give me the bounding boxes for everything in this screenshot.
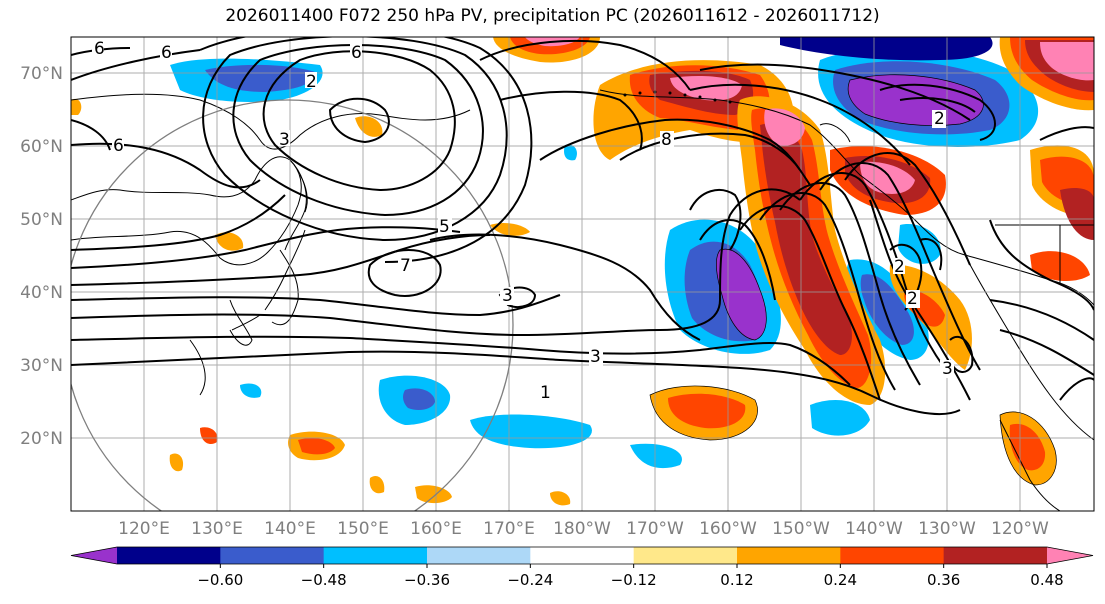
- colorbar-tick-label: −0.12: [611, 571, 657, 589]
- colorbar-tick-label: −0.24: [507, 571, 553, 589]
- contour-label: 3: [942, 359, 953, 379]
- lon-label: 120°E: [118, 519, 170, 539]
- colorbar-segment: [220, 547, 325, 564]
- colorbar-tick-label: −0.36: [404, 571, 450, 589]
- contour-label: 3: [279, 130, 290, 150]
- lon-label: 170°E: [483, 519, 535, 539]
- lon-label: 130°W: [918, 519, 976, 539]
- contour-label: 3: [502, 286, 513, 306]
- contour-label: 7: [400, 256, 411, 276]
- contour-label: 2: [894, 257, 905, 277]
- coastlines: [71, 89, 1094, 511]
- lon-label: 150°E: [337, 519, 389, 539]
- contour-label: 6: [351, 43, 362, 63]
- pv-contours: [71, 37, 1094, 416]
- lon-label: 140°E: [264, 519, 316, 539]
- contour-label: 6: [161, 43, 172, 63]
- colorbar-segment: [943, 547, 1048, 564]
- colorbar-segment: [840, 547, 945, 564]
- map-frame: [70, 36, 1095, 512]
- lat-label: 70°N: [20, 64, 63, 84]
- latitude-labels: 70°N 60°N 50°N 40°N 30°N 20°N: [20, 64, 63, 449]
- colorbar-segment: [530, 547, 635, 564]
- lat-label: 50°N: [20, 210, 63, 230]
- colorbar: −0.60 −0.48 −0.36 −0.24 −0.12 0.12 0.24 0.36 0.4…: [70, 546, 1094, 589]
- colorbar-tick-label: 0.12: [720, 571, 753, 589]
- contour-label: 2: [934, 109, 945, 129]
- reference-circle: [71, 99, 514, 511]
- lat-label: 40°N: [20, 283, 63, 303]
- lon-label: 160°E: [410, 519, 462, 539]
- colorbar-tick-label: 0.48: [1030, 571, 1063, 589]
- contour-label: 2: [907, 289, 918, 309]
- colorbar-tick-label: −0.60: [197, 571, 243, 589]
- colorbar-segment: [427, 547, 531, 564]
- contour-label: 5: [439, 217, 450, 237]
- contour-label: 8: [661, 130, 672, 150]
- colorbar-segment: [737, 547, 841, 564]
- lon-label: 120°W: [991, 519, 1049, 539]
- lat-label: 60°N: [20, 137, 63, 157]
- contour-label: 6: [113, 136, 124, 156]
- chart-title: 2026011400 F072 250 hPa PV, precipitatio…: [225, 6, 880, 26]
- lat-label: 30°N: [20, 356, 63, 376]
- contour-label: 2: [306, 72, 317, 92]
- lon-label: 150°W: [772, 519, 830, 539]
- colorbar-extend-max: [1047, 547, 1093, 564]
- colorbar-tick-label: 0.24: [824, 571, 857, 589]
- colorbar-segment: [633, 547, 738, 564]
- colorbar-extend-min: [71, 547, 117, 564]
- japan-islands: [231, 174, 308, 331]
- colorbar-segment: [117, 547, 221, 564]
- lon-label: 180°W: [553, 519, 611, 539]
- lon-label: 140°W: [845, 519, 903, 539]
- contour-label: 3: [590, 347, 601, 367]
- aleutian-islands: [623, 90, 732, 104]
- lon-label: 130°E: [191, 519, 243, 539]
- contour-label: 1: [540, 383, 551, 403]
- shading-outlines: [649, 74, 1057, 486]
- colorbar-segment: [323, 547, 428, 564]
- contour-label-group: 6 6 6 2 3 5 7 3 3 1 8 2 3 2 2 6: [92, 39, 954, 403]
- contour-label: 6: [94, 39, 105, 59]
- lon-label: 170°W: [626, 519, 684, 539]
- lon-label: 160°W: [699, 519, 757, 539]
- longitude-labels: 120°E 130°E 140°E 150°E 160°E 170°E 180°…: [118, 519, 1049, 539]
- colorbar-outline: [70, 546, 1094, 565]
- lat-label: 20°N: [20, 429, 63, 449]
- colorbar-tick-label: −0.48: [301, 571, 347, 589]
- colorbar-tick-label: 0.36: [927, 571, 960, 589]
